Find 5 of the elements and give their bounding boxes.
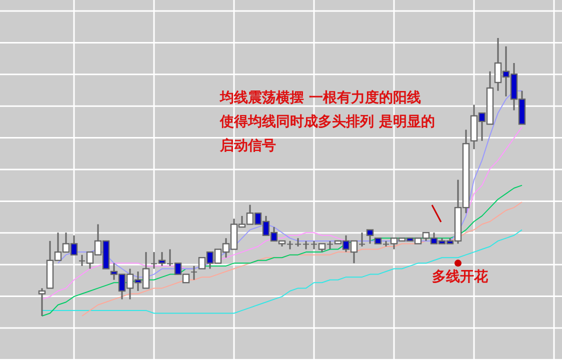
annotation: 均线震荡横摆 一根有力度的阳线 <box>219 89 421 106</box>
annotation: 启动信号 <box>219 137 276 154</box>
annotation: 使得均线同时成多头排列 是明显的 <box>219 114 435 130</box>
annotation: 多线开花 <box>432 269 489 285</box>
candlestick <box>366 229 374 244</box>
